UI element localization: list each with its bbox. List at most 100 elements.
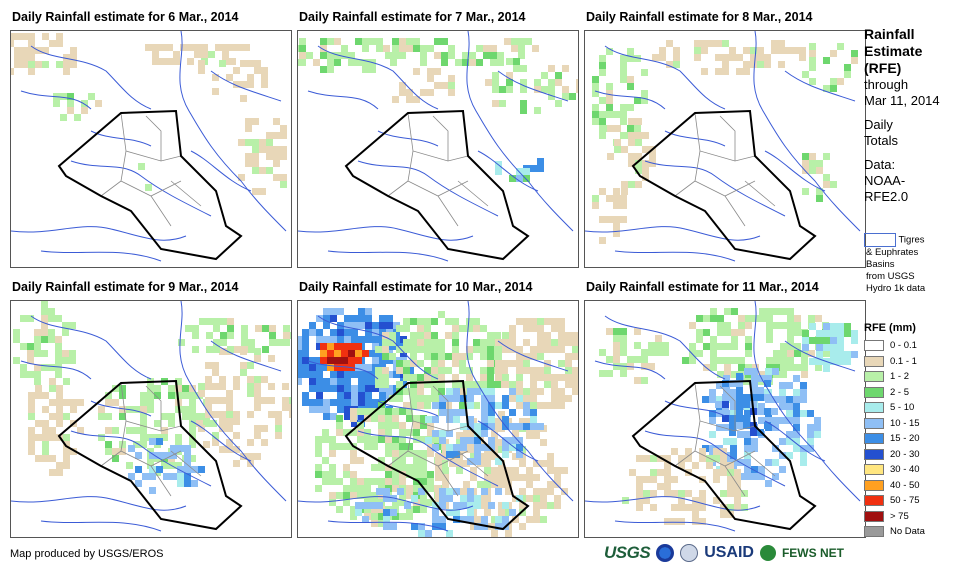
rain-cell bbox=[802, 337, 809, 344]
rain-cell bbox=[837, 78, 844, 85]
legend-swatch bbox=[864, 386, 884, 398]
rain-cell bbox=[643, 476, 650, 483]
rain-cell bbox=[477, 481, 484, 488]
country-border bbox=[57, 379, 243, 531]
rain-cell bbox=[731, 329, 738, 336]
rain-cell bbox=[484, 453, 491, 460]
rain-cell bbox=[649, 153, 656, 160]
rain-cell bbox=[720, 455, 727, 462]
rain-cell bbox=[396, 325, 403, 332]
rain-cell bbox=[720, 469, 727, 476]
rain-cell bbox=[427, 499, 434, 506]
rain-cell bbox=[163, 452, 170, 459]
rain-cell bbox=[350, 485, 357, 492]
rain-cell bbox=[48, 364, 55, 371]
rain-cell bbox=[628, 153, 635, 160]
rain-cell bbox=[547, 467, 554, 474]
rain-cell bbox=[62, 357, 69, 364]
rain-cell bbox=[371, 520, 378, 527]
rain-cell bbox=[170, 452, 177, 459]
rain-cell bbox=[245, 160, 252, 167]
rain-cell bbox=[273, 146, 280, 153]
rain-cell bbox=[558, 360, 565, 367]
rain-cell bbox=[62, 322, 69, 329]
rain-cell bbox=[744, 459, 751, 466]
rain-cell bbox=[378, 408, 385, 415]
rain-cell bbox=[343, 499, 350, 506]
rain-cell bbox=[431, 367, 438, 374]
rain-cell bbox=[837, 351, 844, 358]
legend-item: 2 - 5 bbox=[864, 385, 964, 401]
rain-cell bbox=[738, 329, 745, 336]
rain-cell bbox=[56, 399, 63, 406]
rain-cell bbox=[530, 353, 537, 360]
rain-cell bbox=[613, 202, 620, 209]
rain-cell bbox=[379, 357, 386, 364]
rain-cell bbox=[196, 413, 203, 420]
rain-cell bbox=[537, 388, 544, 395]
rain-cell bbox=[470, 474, 477, 481]
rain-cell bbox=[351, 420, 358, 427]
rain-cell bbox=[420, 506, 427, 513]
rain-cell bbox=[161, 462, 168, 469]
rain-cell bbox=[385, 464, 392, 471]
rain-cell bbox=[168, 392, 175, 399]
rain-cell bbox=[555, 79, 562, 86]
rain-cell bbox=[463, 460, 470, 467]
rain-cell bbox=[330, 315, 337, 322]
rain-cell bbox=[81, 100, 88, 107]
rain-cell bbox=[636, 483, 643, 490]
rain-cell bbox=[802, 71, 809, 78]
rain-cell bbox=[411, 523, 418, 530]
rain-cell bbox=[413, 478, 420, 485]
rain-cell bbox=[533, 502, 540, 509]
rain-cell bbox=[88, 93, 95, 100]
rain-cell bbox=[358, 399, 365, 406]
rain-cell bbox=[467, 437, 474, 444]
rain-cell bbox=[635, 181, 642, 188]
rain-cell bbox=[20, 315, 27, 322]
rain-cell bbox=[20, 343, 27, 350]
rain-cell bbox=[474, 437, 481, 444]
rain-cell bbox=[399, 450, 406, 457]
rain-cell bbox=[42, 427, 49, 434]
rain-cell bbox=[779, 417, 786, 424]
rain-cell bbox=[492, 79, 499, 86]
rain-cell bbox=[406, 450, 413, 457]
rain-cell bbox=[420, 478, 427, 485]
rain-cell bbox=[710, 343, 717, 350]
rain-cell bbox=[14, 54, 21, 61]
rain-cell bbox=[526, 495, 533, 502]
rain-cell bbox=[548, 86, 555, 93]
rain-cell bbox=[364, 492, 371, 499]
rain-cell bbox=[400, 350, 407, 357]
rain-cell bbox=[816, 160, 823, 167]
rain-cell bbox=[329, 499, 336, 506]
rain-cell bbox=[716, 382, 723, 389]
rain-cell bbox=[495, 458, 502, 465]
rain-cell bbox=[520, 65, 527, 72]
rain-cell bbox=[744, 452, 751, 459]
rain-cell bbox=[724, 357, 731, 364]
basin-key: Tigres & Euphrates Basins from USGS Hydr… bbox=[864, 233, 964, 295]
rain-cell bbox=[576, 86, 578, 93]
rain-cell bbox=[42, 406, 49, 413]
rain-cell bbox=[351, 371, 358, 378]
rain-cell bbox=[533, 474, 540, 481]
rain-cell bbox=[336, 422, 343, 429]
rain-cell bbox=[481, 388, 488, 395]
rain-cell bbox=[786, 410, 793, 417]
rain-cell bbox=[220, 339, 227, 346]
rain-cell bbox=[69, 350, 76, 357]
rain-cell bbox=[809, 323, 816, 330]
rain-cell bbox=[119, 406, 126, 413]
rain-cell bbox=[11, 40, 14, 47]
rain-cell bbox=[382, 353, 389, 360]
rain-cell bbox=[396, 360, 403, 367]
rain-cell bbox=[548, 65, 555, 72]
rain-cell bbox=[220, 332, 227, 339]
rain-cell bbox=[620, 328, 627, 335]
rain-cell bbox=[452, 381, 459, 388]
rain-cell bbox=[751, 466, 758, 473]
rain-cell bbox=[163, 473, 170, 480]
